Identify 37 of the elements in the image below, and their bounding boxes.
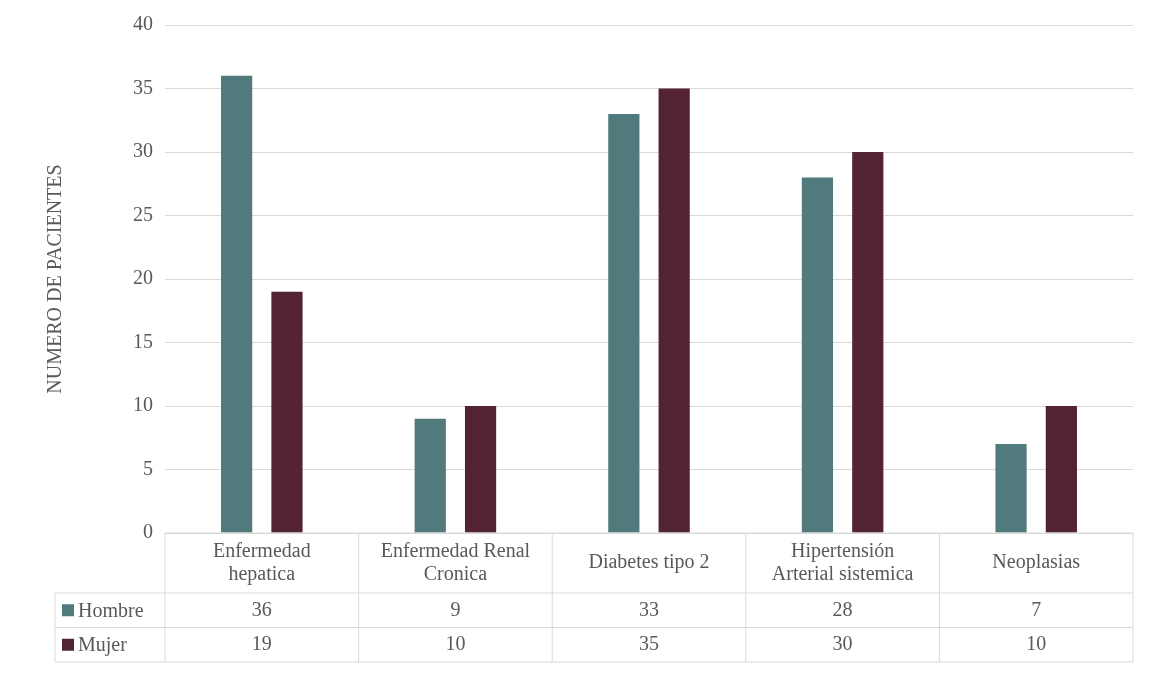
bar — [995, 444, 1027, 533]
bar — [801, 177, 834, 533]
data-label: 10 — [1026, 632, 1047, 654]
y-tick-label: 10 — [133, 393, 153, 416]
y-tick-label: 30 — [133, 139, 153, 162]
data-label: 19 — [251, 632, 272, 654]
data-label: 10 — [445, 632, 466, 654]
data-label: 7 — [1031, 597, 1042, 620]
y-tick-label: 15 — [133, 329, 153, 352]
x-tick-label: Hipertensión Arterial sistemica — [771, 538, 914, 584]
bar — [1045, 406, 1077, 533]
bar — [221, 75, 253, 533]
data-label: 30 — [832, 632, 853, 654]
y-tick-label: 20 — [133, 266, 153, 289]
x-tick-label: Diabetes tipo 2 — [588, 550, 710, 574]
bar — [464, 406, 497, 533]
data-label: 9 — [450, 597, 461, 620]
y-tick-label: 25 — [133, 202, 153, 225]
legend-label: Mujer — [78, 633, 128, 656]
data-label: 35 — [639, 632, 659, 654]
bar — [414, 418, 446, 533]
y-tick-label: 40 — [133, 12, 153, 35]
y-tick-label: 0 — [143, 520, 153, 543]
data-label: 36 — [251, 597, 272, 620]
bar — [658, 88, 690, 533]
bar — [852, 152, 884, 533]
data-label: 33 — [639, 597, 659, 620]
legend-label: Hombre — [78, 598, 144, 621]
x-tick-label: Neoplasias — [992, 550, 1081, 574]
y-tick-label: 5 — [143, 456, 153, 479]
y-axis-title: NUMERO DE PACIENTES — [43, 164, 66, 394]
x-tick-label: Enfermedad Renal Cronica — [380, 538, 531, 584]
x-tick-label: Enfermedad hepatica — [212, 538, 311, 585]
bar — [608, 113, 640, 533]
data-label: 28 — [832, 597, 853, 620]
y-tick-label: 35 — [133, 75, 153, 98]
bar — [271, 291, 303, 533]
